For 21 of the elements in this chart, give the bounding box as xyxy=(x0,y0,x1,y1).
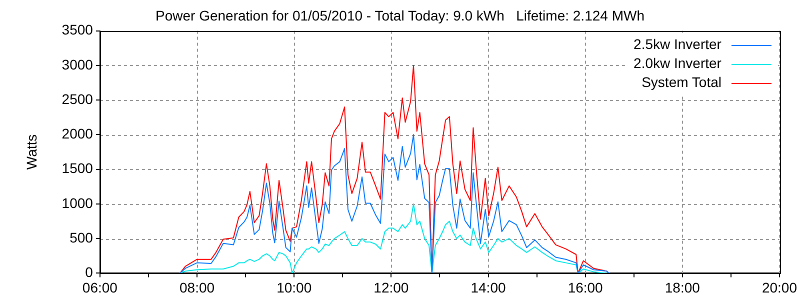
y-tick-label: 2500 xyxy=(62,90,94,107)
y-axis-title: Watts xyxy=(23,134,40,170)
x-tick-label: 08:00 xyxy=(180,279,215,296)
legend-label: System Total xyxy=(642,74,722,90)
legend-label: 2.0kw Inverter xyxy=(634,55,722,72)
y-tick-label: 3000 xyxy=(62,56,94,72)
y-tick-label: 3500 xyxy=(62,22,94,38)
y-tick-label: 2000 xyxy=(62,126,94,142)
x-tick-label: 16:00 xyxy=(568,279,604,296)
x-tick-label: 06:00 xyxy=(82,279,118,296)
x-tick-label: 18:00 xyxy=(664,279,700,296)
legend-label: 2.5kw Inverter xyxy=(634,36,722,52)
chart-title: Power Generation for 01/05/2010 - Total Today: 9.0 kWh Lifetime: 2.124 MWh xyxy=(156,7,644,24)
y-tick-label: 0 xyxy=(85,264,94,280)
y-tick-label: 1500 xyxy=(62,160,94,176)
x-tick-label: 14:00 xyxy=(470,279,506,296)
y-tick-label: 1000 xyxy=(62,194,94,211)
x-tick-label: 20:00 xyxy=(762,279,798,296)
y-tick-label: 500 xyxy=(70,229,94,246)
x-tick-label: 10:00 xyxy=(276,279,312,296)
x-tick-label: 12:00 xyxy=(374,279,409,296)
